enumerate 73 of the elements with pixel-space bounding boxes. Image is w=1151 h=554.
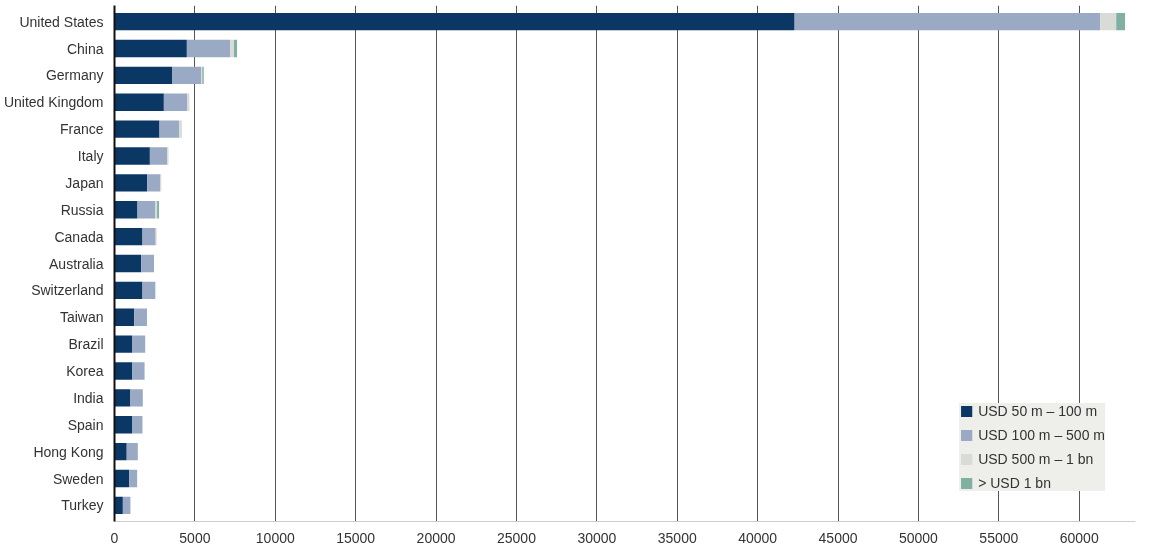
bar [172, 66, 202, 85]
bar [126, 442, 138, 461]
bar [186, 39, 231, 58]
y-tick-label: Switzerland [31, 282, 104, 299]
x-tick-label: 10000 [255, 529, 295, 546]
bar [794, 12, 1101, 31]
bar [114, 39, 187, 58]
bar [114, 66, 173, 85]
bar [159, 120, 180, 138]
bar [179, 120, 182, 138]
bar [142, 281, 156, 300]
y-tick-label: Korea [66, 363, 104, 379]
bar [114, 12, 795, 31]
y-tick-label: Japan [65, 174, 104, 191]
x-tick-label: 40000 [738, 529, 778, 546]
legend-label: > USD 1 bn [978, 475, 1051, 491]
bar [114, 389, 131, 407]
legend-label: USD 100 m – 500 m [978, 427, 1105, 443]
y-tick-label: Hong Kong [33, 443, 104, 460]
bar [130, 389, 143, 407]
bar [187, 93, 190, 111]
bar [114, 254, 142, 273]
bar [114, 362, 133, 380]
y-tick-label: Spain [67, 416, 104, 433]
x-tick-label: 0 [110, 529, 119, 546]
y-tick-label: Italy [77, 148, 104, 164]
bar [142, 227, 156, 246]
x-tick-label: 30000 [577, 529, 617, 546]
bar [114, 174, 148, 192]
x-tick-label: 60000 [1059, 529, 1099, 546]
x-tick-label: 50000 [898, 529, 939, 546]
bar [163, 93, 188, 111]
bar [132, 335, 146, 353]
legend-label: USD 500 m – 1 bn [978, 451, 1094, 467]
bar [129, 469, 138, 488]
bar [114, 281, 143, 300]
bar [149, 147, 168, 165]
y-tick-label: Turkey [61, 497, 104, 514]
bar [137, 201, 156, 219]
y-tick-label: Russia [60, 201, 104, 218]
bar [147, 174, 160, 192]
legend-label: USD 50 m – 100 m [978, 403, 1098, 419]
y-tick-label: United Kingdom [3, 94, 104, 111]
bar [114, 227, 143, 246]
bar [114, 335, 133, 353]
x-tick-label: 5000 [179, 529, 211, 546]
bar [1100, 12, 1117, 31]
y-tick-label: United States [19, 13, 104, 30]
bar [132, 416, 143, 434]
y-tick-label: Brazil [68, 336, 104, 353]
y-tick-label: Australia [49, 255, 104, 272]
bar [134, 308, 147, 326]
y-tick-label: Sweden [52, 470, 104, 487]
x-tick-label: 35000 [657, 529, 697, 546]
bar [114, 93, 164, 111]
bar [132, 362, 145, 380]
x-tick-label: 20000 [416, 529, 456, 546]
y-tick-label: Germany [45, 67, 104, 84]
y-tick-label: China [66, 40, 104, 57]
bar [233, 39, 238, 58]
x-tick-label: 25000 [497, 529, 537, 546]
y-tick-label: Taiwan [59, 309, 104, 326]
bar [141, 254, 155, 273]
bar [114, 147, 150, 165]
y-tick-label: France [59, 121, 104, 138]
y-tick-label: India [73, 389, 104, 406]
bar [114, 120, 160, 138]
bar [122, 496, 131, 515]
y-tick-label: Canada [54, 228, 104, 245]
x-tick-label: 55000 [979, 529, 1019, 546]
x-tick-label: 45000 [818, 529, 858, 546]
x-tick-label: 15000 [336, 529, 376, 546]
bar [1116, 12, 1126, 31]
